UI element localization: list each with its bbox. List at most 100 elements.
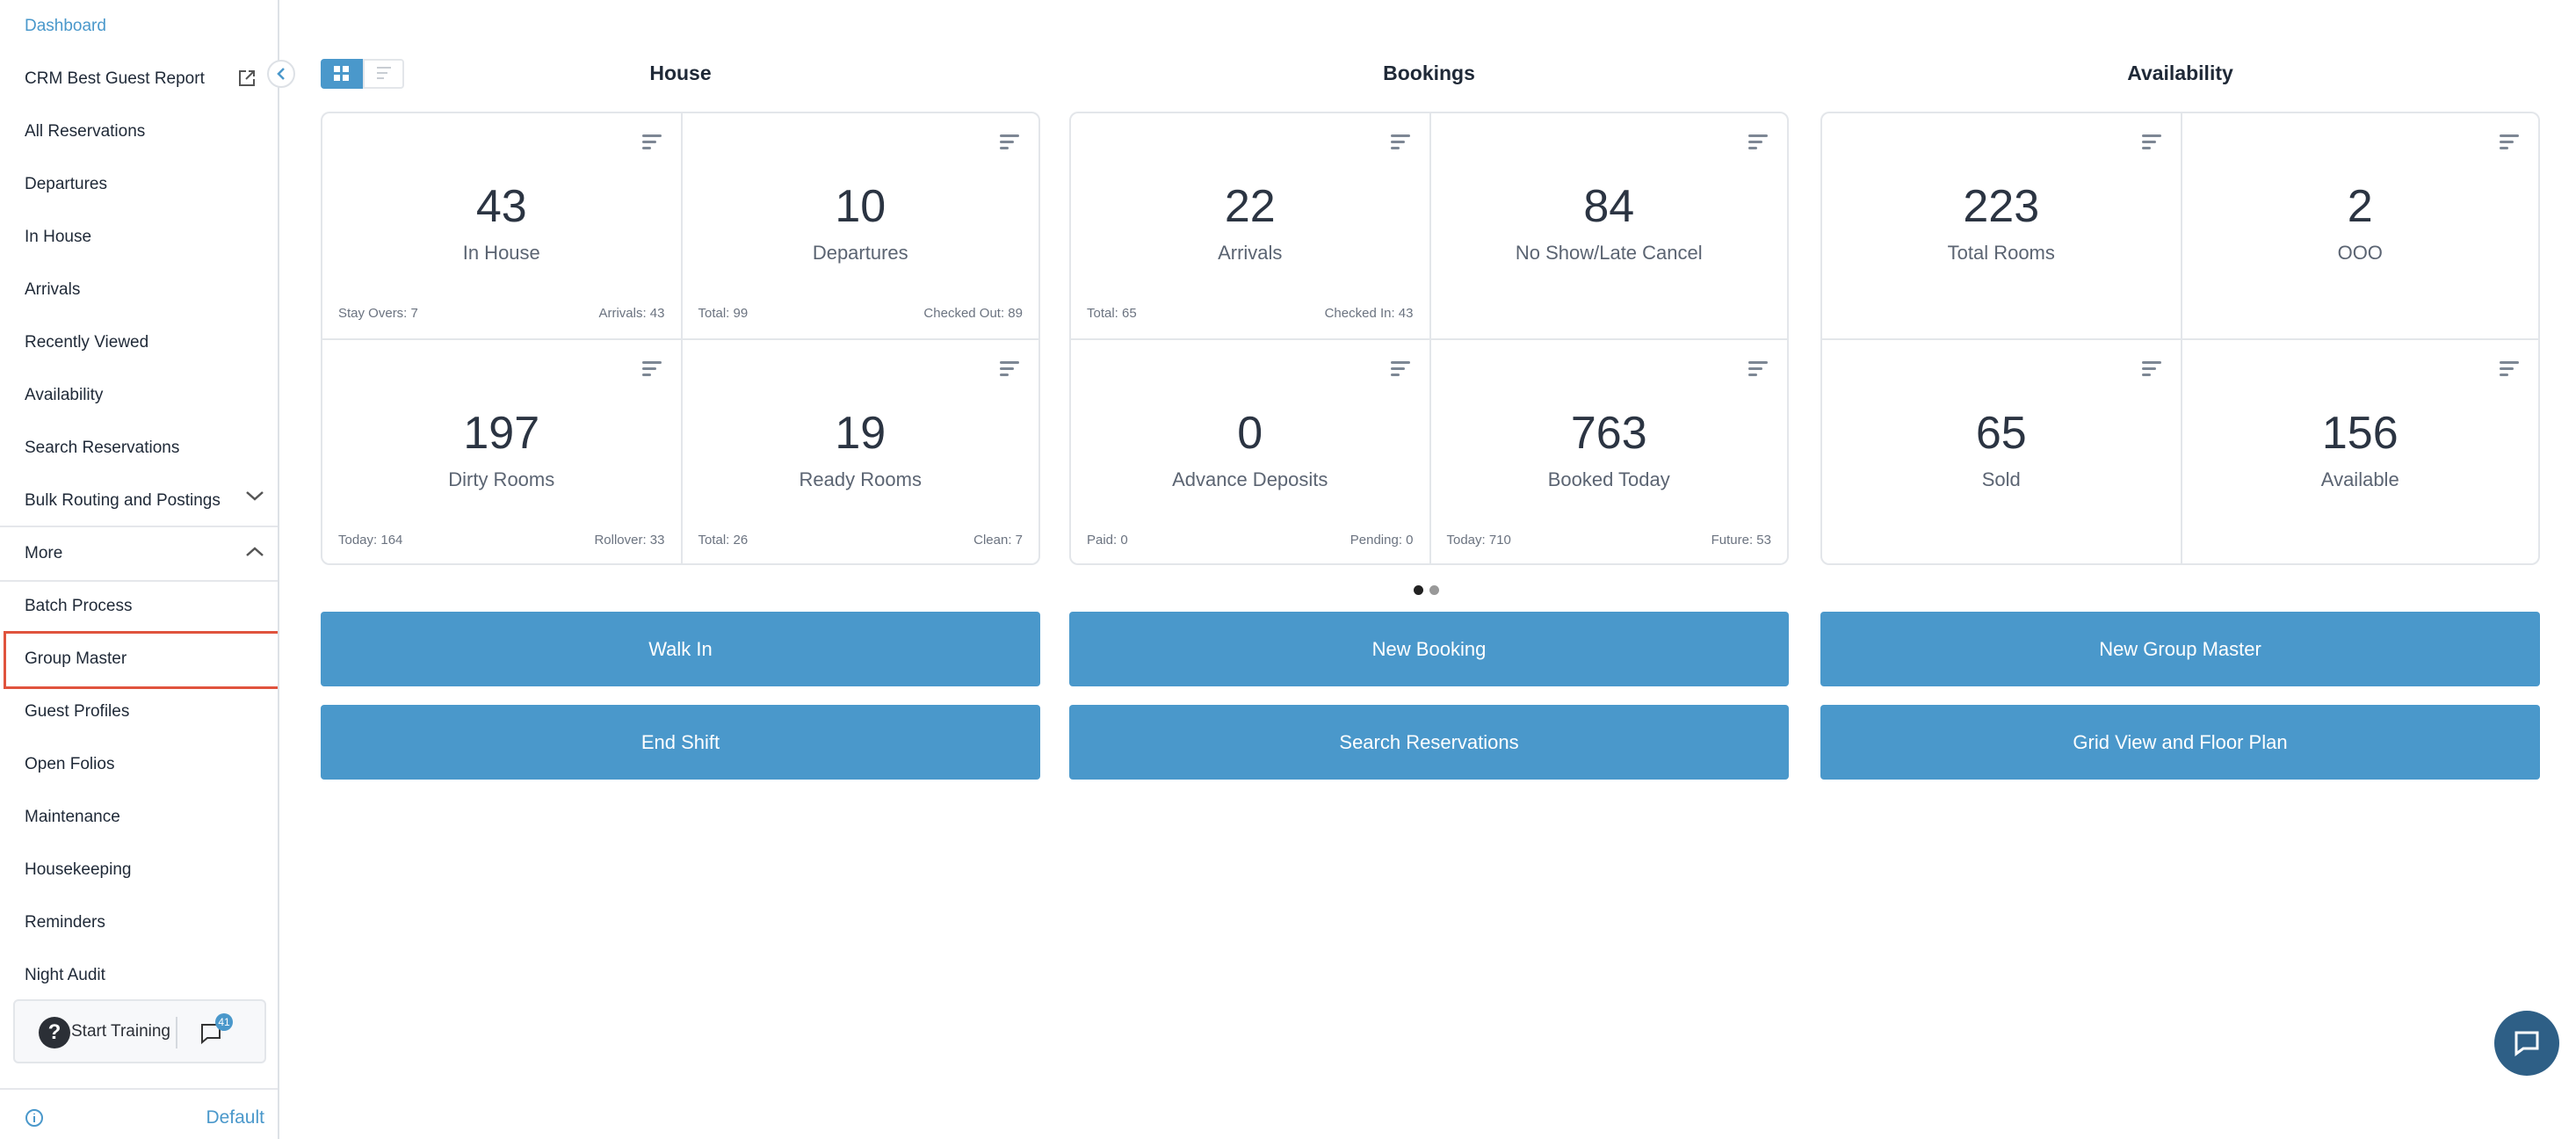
stat-label: Dirty Rooms: [448, 468, 555, 490]
nav-item[interactable]: Night Audit: [25, 966, 105, 984]
section-header[interactable]: More: [25, 544, 63, 562]
stat-card[interactable]: 223 Total Rooms: [1820, 112, 2182, 340]
stat-label: Booked Today: [1547, 468, 1670, 490]
stat-card[interactable]: 84 No Show/Late Cancel: [1429, 112, 1789, 340]
carousel-dot[interactable]: [1414, 585, 1423, 595]
card-menu-icon[interactable]: [1390, 361, 1410, 380]
stat-card[interactable]: 763 Booked Today Today: 710 Future: 53: [1429, 338, 1789, 565]
stat-card[interactable]: 0 Advance Deposits Paid: 0 Pending: 0: [1069, 338, 1431, 565]
stat-detail: Total: 26: [698, 533, 749, 548]
carousel-dot[interactable]: [1429, 585, 1439, 595]
stat-label: Advance Deposits: [1172, 468, 1328, 490]
nav-item[interactable]: Maintenance: [25, 808, 120, 826]
stat-card[interactable]: 22 Arrivals Total: 65 Checked In: 43: [1069, 112, 1431, 340]
stat-value: 763: [1570, 408, 1647, 459]
training-label[interactable]: Start Training: [71, 1022, 170, 1041]
stat-detail: Total: 65: [1087, 306, 1137, 321]
card-menu-icon[interactable]: [1000, 361, 1019, 380]
nav-item[interactable]: Reminders: [25, 913, 105, 932]
stat-label: Sold: [1981, 468, 2021, 490]
nav-item[interactable]: Arrivals: [25, 280, 81, 299]
nav-item[interactable]: Departures: [25, 175, 107, 193]
stat-label: Total Rooms: [1947, 242, 2055, 264]
nav-item[interactable]: Dashboard: [25, 17, 106, 35]
stat-card[interactable]: 65 Sold: [1820, 338, 2182, 565]
stat-detail: Today: 164: [338, 533, 403, 548]
nav-item[interactable]: Open Folios: [25, 755, 115, 773]
chevron-down[interactable]: [244, 489, 265, 503]
nav-item[interactable]: In House: [25, 228, 92, 246]
stat-detail: Clean: 7: [973, 533, 1023, 548]
stat-label: No Show/Late Cancel: [1515, 242, 1703, 264]
stat-value: 156: [2321, 408, 2399, 459]
grid-view-toggle[interactable]: [321, 59, 363, 89]
action-button[interactable]: End Shift: [321, 705, 1040, 780]
info-icon[interactable]: [25, 1108, 44, 1128]
separator: [0, 526, 278, 527]
stat-value: 0: [1237, 408, 1263, 459]
nav-item[interactable]: All Reservations: [25, 122, 146, 141]
profile-default[interactable]: Default: [206, 1107, 264, 1128]
nav-item[interactable]: Search Reservations: [25, 439, 180, 457]
list-view-toggle[interactable]: [363, 59, 404, 89]
nav-item[interactable]: Guest Profiles: [25, 702, 130, 721]
card-menu-icon[interactable]: [2500, 134, 2519, 153]
card-menu-icon[interactable]: [1390, 134, 1410, 153]
stat-detail: Total: 99: [698, 306, 749, 321]
stat-detail: Pending: 0: [1350, 533, 1414, 548]
nav-item[interactable]: CRM Best Guest Report: [25, 69, 205, 88]
nav-item[interactable]: Housekeeping: [25, 860, 132, 879]
action-button[interactable]: Search Reservations: [1069, 705, 1789, 780]
stat-detail: Future: 53: [1711, 533, 1771, 548]
stat-label: Ready Rooms: [799, 468, 922, 490]
stat-value: 19: [835, 408, 886, 459]
badge: 41: [215, 1013, 233, 1031]
action-button[interactable]: Grid View and Floor Plan: [1820, 705, 2540, 780]
stat-value: 43: [475, 181, 527, 232]
nav-item[interactable]: Recently Viewed: [25, 333, 149, 352]
stat-detail: Rollover: 33: [594, 533, 665, 548]
sidebar: ? Start Training 41 Default Dashboard CRM…: [0, 0, 279, 1139]
stat-value: 10: [835, 181, 886, 232]
stat-card[interactable]: 19 Ready Rooms Total: 26 Clean: 7: [680, 338, 1040, 565]
divider: [176, 1017, 177, 1048]
stat-card[interactable]: 10 Departures Total: 99 Checked Out: 89: [680, 112, 1040, 340]
stat-card[interactable]: 197 Dirty Rooms Today: 164 Rollover: 33: [321, 338, 683, 565]
chat-launcher[interactable]: [2494, 1011, 2559, 1076]
stat-detail: Paid: 0: [1087, 533, 1128, 548]
card-menu-icon[interactable]: [641, 361, 662, 380]
stat-value: 2: [2347, 181, 2373, 232]
action-button[interactable]: New Group Master: [1820, 612, 2540, 686]
card-menu-icon[interactable]: [1000, 134, 1019, 153]
stat-card[interactable]: 156 Available: [2180, 338, 2540, 565]
nav-item[interactable]: Group Master: [25, 649, 127, 668]
separator: [0, 1088, 278, 1090]
card-menu-icon[interactable]: [2141, 134, 2161, 153]
nav-item[interactable]: Availability: [25, 386, 104, 404]
card-menu-icon[interactable]: [1748, 134, 1768, 153]
stat-detail: Checked In: 43: [1324, 306, 1414, 321]
stat-label: OOO: [2337, 242, 2383, 264]
stat-value: 65: [1975, 408, 2027, 459]
stat-label: Departures: [812, 242, 908, 264]
card-menu-icon[interactable]: [1748, 361, 1768, 380]
action-button[interactable]: Walk In: [321, 612, 1040, 686]
collapse-button[interactable]: [267, 60, 295, 88]
nav-item[interactable]: Bulk Routing and Postings: [25, 491, 221, 510]
separator: [0, 580, 278, 582]
nav-item[interactable]: Batch Process: [25, 597, 133, 615]
external-link-icon[interactable]: [237, 69, 257, 88]
card-menu-icon[interactable]: [641, 134, 662, 153]
card-menu-icon[interactable]: [2500, 361, 2519, 380]
card-menu-icon[interactable]: [2141, 361, 2161, 380]
chevron-up[interactable]: [244, 545, 265, 559]
stat-label: Arrivals: [1218, 242, 1283, 264]
training-box[interactable]: ? Start Training 41: [13, 999, 266, 1063]
stat-value: 197: [463, 408, 540, 459]
highlight-box: [4, 631, 278, 689]
stat-card[interactable]: 43 In House Stay Overs: 7 Arrivals: 43: [321, 112, 683, 340]
action-button[interactable]: New Booking: [1069, 612, 1789, 686]
stat-detail: Stay Overs: 7: [338, 306, 418, 321]
stat-value: 84: [1583, 181, 1635, 232]
stat-card[interactable]: 2 OOO: [2180, 112, 2540, 340]
